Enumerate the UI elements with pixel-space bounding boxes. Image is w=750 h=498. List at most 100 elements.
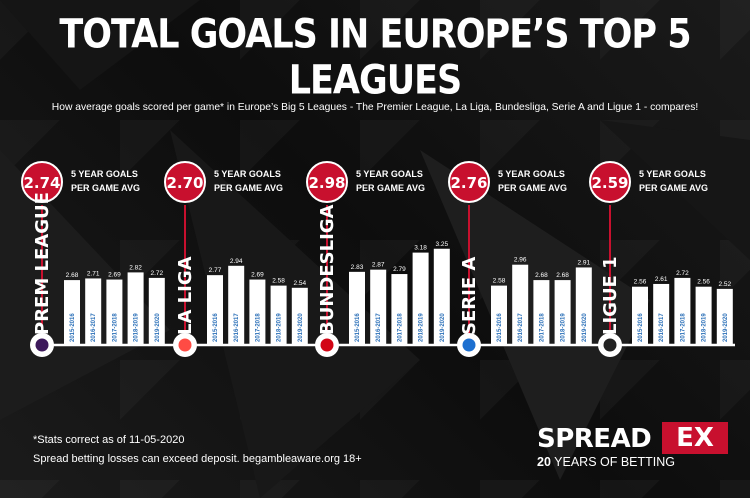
season-label-serie-a-2016-2017: 2016-2017 xyxy=(518,313,524,342)
value-label-la-liga-2016-2017: 2.94 xyxy=(230,258,243,265)
league-icon-mark xyxy=(603,338,617,352)
avg-badge-la-liga xyxy=(164,161,206,203)
avg-label-line1: 5 YEAR GOALS xyxy=(639,169,706,179)
value-label-prem-league-2015-2016: 2.68 xyxy=(66,272,79,279)
bar-bundesliga-2018-2019 xyxy=(412,252,429,345)
bar-la-liga-2017-2018 xyxy=(249,279,266,345)
season-label-la-liga-2018-2019: 2018-2019 xyxy=(277,313,283,342)
avg-badge-prem-league xyxy=(21,161,63,203)
bar-prem-league-2019-2020 xyxy=(148,277,165,345)
value-label-ligue-1-2019-2020: 2.52 xyxy=(718,281,731,288)
season-label-bundesliga-2015-2016: 2015-2016 xyxy=(355,313,361,342)
value-label-ligue-1-2018-2019: 2.56 xyxy=(697,279,710,286)
page-title: TOTAL GOALS IN EUROPE’S TOP 5 LEAGUES xyxy=(59,12,691,104)
bar-serie-a-2018-2019 xyxy=(554,280,571,345)
bar-serie-a-2017-2018 xyxy=(533,280,550,345)
brand-ex: EX xyxy=(662,422,728,454)
value-label-serie-a-2019-2020: 2.91 xyxy=(577,259,590,266)
season-label-serie-a-2018-2019: 2018-2019 xyxy=(561,313,567,342)
bar-prem-league-2018-2019 xyxy=(127,272,144,345)
avg-label-line1: 5 YEAR GOALS xyxy=(71,169,138,179)
avg-label-line1: 5 YEAR GOALS xyxy=(498,169,565,179)
avg-value-serie-a: 2.76 xyxy=(450,174,487,192)
bar-ligue-1-2017-2018 xyxy=(674,277,691,345)
gamble-aware-disclaimer: Spread betting losses can exceed deposit… xyxy=(33,453,362,465)
value-label-serie-a-2018-2019: 2.68 xyxy=(556,272,569,279)
page-subtitle: How average goals scored per game* in Eu… xyxy=(51,102,699,113)
avg-label-line2: PER GAME AVG xyxy=(498,183,567,193)
season-label-bundesliga-2018-2019: 2018-2019 xyxy=(419,313,425,342)
season-label-prem-league-2016-2017: 2016-2017 xyxy=(91,313,97,342)
league-name-bundesliga: BUNDESLIGA xyxy=(317,204,338,335)
value-label-ligue-1-2015-2016: 2.56 xyxy=(634,279,647,286)
bar-prem-league-2015-2016 xyxy=(64,280,80,345)
season-label-ligue-1-2016-2017: 2016-2017 xyxy=(659,313,665,342)
value-label-la-liga-2018-2019: 2.58 xyxy=(272,278,285,285)
value-label-bundesliga-2016-2017: 2.87 xyxy=(372,262,385,269)
bar-ligue-1-2015-2016 xyxy=(632,286,648,345)
bar-bundesliga-2016-2017 xyxy=(370,269,387,345)
tagline-text: YEARS OF BETTING xyxy=(550,455,676,469)
avg-label-line1: 5 YEAR GOALS xyxy=(356,169,423,179)
avg-label-line2: PER GAME AVG xyxy=(214,183,283,193)
season-label-bundesliga-2016-2017: 2016-2017 xyxy=(376,313,382,342)
premier-league-lion-icon xyxy=(30,333,54,357)
avg-badge-ligue-1 xyxy=(589,161,631,203)
bar-ligue-1-2016-2017 xyxy=(653,283,670,345)
league-group-bundesliga: 2.98 5 YEAR GOALS PER GAME AVG BUNDESLIGA 2.… xyxy=(306,161,450,357)
avg-value-prem-league: 2.74 xyxy=(23,174,60,192)
season-label-bundesliga-2017-2018: 2017-2018 xyxy=(397,313,403,342)
value-label-serie-a-2016-2017: 2.96 xyxy=(514,257,527,264)
season-label-ligue-1-2017-2018: 2017-2018 xyxy=(680,313,686,342)
season-label-prem-league-2017-2018: 2017-2018 xyxy=(112,313,118,342)
bar-la-liga-2016-2017 xyxy=(228,265,245,345)
bar-bundesliga-2019-2020 xyxy=(433,248,450,345)
avg-label-line2: PER GAME AVG xyxy=(71,183,140,193)
tagline-number: 20 xyxy=(537,455,551,469)
avg-label-line1: 5 YEAR GOALS xyxy=(214,169,281,179)
league-name-serie-a: SERIE A xyxy=(459,257,480,335)
avg-label-line2: PER GAME AVG xyxy=(639,183,708,193)
season-label-prem-league-2019-2020: 2019-2020 xyxy=(155,313,161,342)
value-label-bundesliga-2018-2019: 3.18 xyxy=(414,245,427,252)
bar-la-liga-2015-2016 xyxy=(207,275,223,345)
value-label-la-liga-2019-2020: 2.54 xyxy=(293,280,306,287)
stats-date-note: *Stats correct as of 11-05-2020 xyxy=(33,434,185,446)
bar-ligue-1-2018-2019 xyxy=(695,286,712,345)
avg-badge-bundesliga xyxy=(306,161,348,203)
value-label-la-liga-2017-2018: 2.69 xyxy=(251,272,264,279)
la-liga-ball-icon xyxy=(173,333,197,357)
serie-a-shield-icon xyxy=(457,333,481,357)
ligue-1-ball-icon xyxy=(598,333,622,357)
bar-prem-league-2017-2018 xyxy=(106,279,123,345)
season-label-serie-a-2015-2016: 2015-2016 xyxy=(497,313,503,342)
value-label-ligue-1-2016-2017: 2.61 xyxy=(655,276,668,283)
season-label-serie-a-2017-2018: 2017-2018 xyxy=(539,313,545,342)
season-label-serie-a-2019-2020: 2019-2020 xyxy=(582,313,588,342)
season-label-prem-league-2018-2019: 2018-2019 xyxy=(134,313,140,342)
value-label-prem-league-2018-2019: 2.82 xyxy=(129,264,142,271)
league-group-ligue-1: 2.59 5 YEAR GOALS PER GAME AVG LIGUE 1 2.56 2… xyxy=(589,161,733,357)
league-group-la-liga: 2.70 5 YEAR GOALS PER GAME AVG LA LIGA 2.77 2… xyxy=(164,161,308,357)
value-label-prem-league-2016-2017: 2.71 xyxy=(87,270,100,277)
league-group-prem-league: 2.74 5 YEAR GOALS PER GAME AVG PREM LEAGUE 2… xyxy=(21,161,165,357)
value-label-bundesliga-2017-2018: 2.79 xyxy=(393,266,406,273)
bar-serie-a-2016-2017 xyxy=(512,264,529,345)
league-icon-mark xyxy=(178,338,192,352)
season-label-bundesliga-2019-2020: 2019-2020 xyxy=(440,313,446,342)
season-label-ligue-1-2019-2020: 2019-2020 xyxy=(723,313,729,342)
avg-value-la-liga: 2.70 xyxy=(166,174,203,192)
league-name-prem-league: PREM LEAGUE xyxy=(32,192,53,335)
avg-badge-serie-a xyxy=(448,161,490,203)
avg-label-line2: PER GAME AVG xyxy=(356,183,425,193)
bar-serie-a-2015-2016 xyxy=(491,285,507,345)
league-group-serie-a: 2.76 5 YEAR GOALS PER GAME AVG SERIE A 2.58 2… xyxy=(448,161,592,357)
spreadex-logo: SPREAD EX xyxy=(537,422,728,454)
avg-value-ligue-1: 2.59 xyxy=(591,174,628,192)
league-name-la-liga: LA LIGA xyxy=(175,256,196,335)
bar-bundesliga-2017-2018 xyxy=(391,274,408,345)
season-label-la-liga-2015-2016: 2015-2016 xyxy=(213,313,219,342)
bar-bundesliga-2015-2016 xyxy=(349,271,365,345)
bar-prem-league-2016-2017 xyxy=(85,278,102,345)
